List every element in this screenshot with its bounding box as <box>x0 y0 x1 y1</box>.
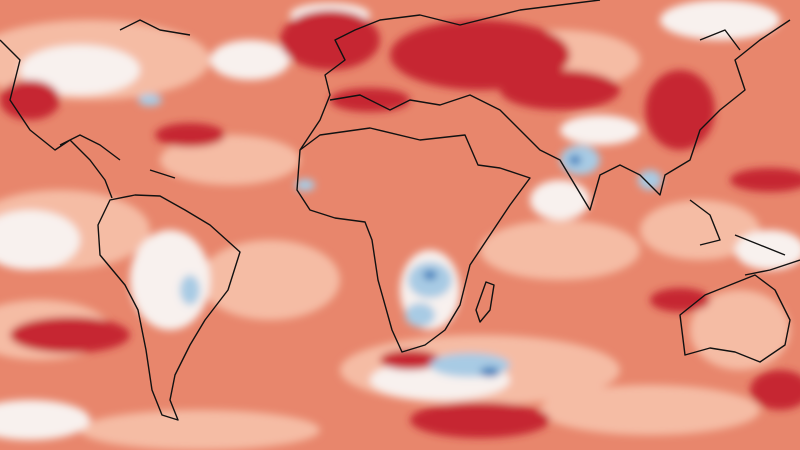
strong-cool-regions <box>423 155 581 377</box>
strong-warm-regions <box>0 10 800 438</box>
coastlines <box>0 0 800 421</box>
eurasia-coast <box>119 0 791 211</box>
australia-coast <box>679 274 791 363</box>
south-america-coast <box>97 194 241 421</box>
north-america-coast <box>0 39 176 199</box>
africa-coast <box>296 127 531 353</box>
southeast-asia-coast <box>689 199 800 276</box>
madagascar-coast <box>475 281 495 323</box>
